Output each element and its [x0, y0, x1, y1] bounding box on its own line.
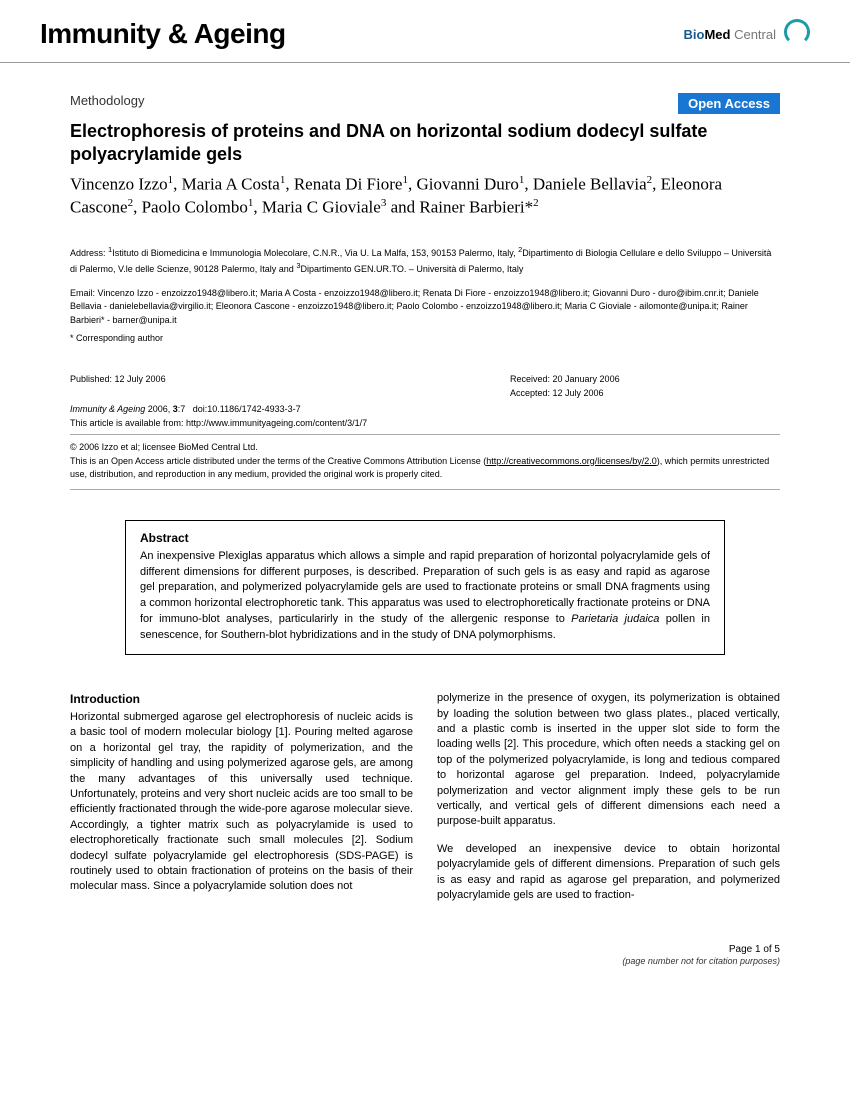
publisher-bio: Bio — [684, 27, 705, 42]
publication-dates: Published: 12 July 2006 Received: 20 Jan… — [70, 373, 780, 400]
citation-line: Immunity & Ageing 2006, 3:7 doi:10.1186/… — [70, 404, 780, 414]
publisher-central: Central — [730, 27, 776, 42]
email-block: Email: Vincenzo Izzo - enzoizzo1948@libe… — [70, 287, 780, 328]
intro-para-1: Horizontal submerged agarose gel electro… — [70, 710, 413, 895]
page-footer: Page 1 of 5 (page number not for citatio… — [0, 923, 850, 988]
accepted-date: Accepted: 12 July 2006 — [510, 387, 620, 401]
article-title: Electrophoresis of proteins and DNA on h… — [70, 120, 780, 167]
publisher-logo-icon — [784, 19, 810, 45]
page-note: (page number not for citation purposes) — [0, 956, 780, 968]
journal-header: Immunity & Ageing BioMed Central — [0, 0, 850, 63]
category-row: Methodology Open Access — [70, 93, 780, 114]
column-left: Introduction Horizontal submerged agaros… — [70, 691, 413, 903]
author-list: Vincenzo Izzo1, Maria A Costa1, Renata D… — [70, 173, 780, 220]
page-number: Page 1 of 5 — [0, 943, 780, 956]
available-from: This article is available from: http://w… — [70, 418, 780, 435]
intro-para-2: polymerize in the presence of oxygen, it… — [437, 691, 780, 830]
received-date: Received: 20 January 2006 — [510, 373, 620, 387]
license-link[interactable]: http://creativecommons.org/licenses/by/2… — [486, 456, 657, 466]
open-access-badge: Open Access — [678, 93, 780, 114]
article-category: Methodology — [70, 93, 144, 108]
published-date: Published: 12 July 2006 — [70, 373, 390, 387]
body-columns: Introduction Horizontal submerged agaros… — [70, 691, 780, 903]
abstract-text: An inexpensive Plexiglas apparatus which… — [140, 549, 710, 645]
address-block: Address: 1Istituto di Biomedicina e Immu… — [70, 244, 780, 277]
license-text: This is an Open Access article distribut… — [70, 455, 780, 481]
intro-heading: Introduction — [70, 691, 413, 708]
intro-para-3: We developed an inexpensive device to ob… — [437, 842, 780, 904]
corresponding-note: * Corresponding author — [70, 333, 780, 343]
publisher-logo: BioMed Central — [684, 19, 810, 49]
publisher-med: Med — [704, 27, 730, 42]
article-content: Methodology Open Access Electrophoresis … — [0, 63, 850, 923]
abstract-box: Abstract An inexpensive Plexiglas appara… — [125, 520, 725, 656]
journal-title: Immunity & Ageing — [40, 18, 286, 50]
copyright-line: © 2006 Izzo et al; licensee BioMed Centr… — [70, 441, 780, 454]
abstract-heading: Abstract — [140, 531, 710, 545]
copyright-block: © 2006 Izzo et al; licensee BioMed Centr… — [70, 441, 780, 489]
column-right: polymerize in the presence of oxygen, it… — [437, 691, 780, 903]
